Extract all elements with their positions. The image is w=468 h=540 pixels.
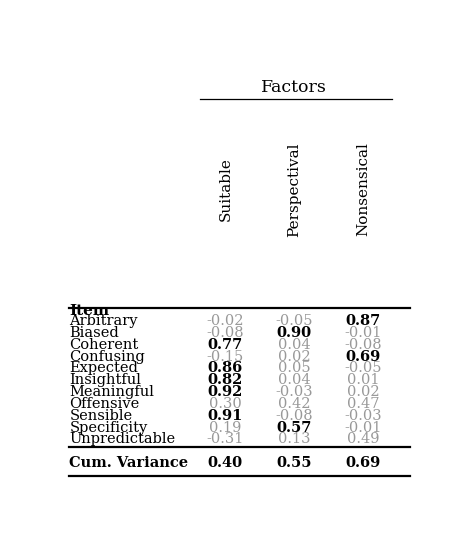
Text: -0.02: -0.02: [206, 314, 244, 328]
Text: 0.69: 0.69: [345, 349, 381, 363]
Text: 0.01: 0.01: [347, 373, 380, 387]
Text: 0.90: 0.90: [277, 326, 312, 340]
Text: -0.05: -0.05: [344, 361, 382, 375]
Text: Arbitrary: Arbitrary: [69, 314, 138, 328]
Text: Offensive: Offensive: [69, 397, 139, 411]
Text: 0.77: 0.77: [208, 338, 243, 352]
Text: 0.04: 0.04: [278, 338, 311, 352]
Text: 0.40: 0.40: [208, 456, 243, 470]
Text: -0.15: -0.15: [207, 349, 244, 363]
Text: 0.49: 0.49: [347, 433, 380, 447]
Text: -0.08: -0.08: [276, 409, 313, 423]
Text: 0.92: 0.92: [208, 385, 243, 399]
Text: 0.04: 0.04: [278, 373, 311, 387]
Text: Coherent: Coherent: [69, 338, 139, 352]
Text: Biased: Biased: [69, 326, 119, 340]
Text: -0.01: -0.01: [344, 421, 382, 435]
Text: Nonsensical: Nonsensical: [356, 143, 370, 237]
Text: 0.19: 0.19: [209, 421, 241, 435]
Text: 0.87: 0.87: [345, 314, 381, 328]
Text: Confusing: Confusing: [69, 349, 145, 363]
Text: Suitable: Suitable: [219, 158, 232, 221]
Text: 0.82: 0.82: [208, 373, 243, 387]
Text: Specificity: Specificity: [69, 421, 147, 435]
Text: 0.02: 0.02: [278, 349, 311, 363]
Text: Sensible: Sensible: [69, 409, 132, 423]
Text: -0.08: -0.08: [206, 326, 244, 340]
Text: 0.13: 0.13: [278, 433, 310, 447]
Text: 0.05: 0.05: [278, 361, 311, 375]
Text: 0.47: 0.47: [347, 397, 380, 411]
Text: Factors: Factors: [261, 79, 327, 96]
Text: Insightful: Insightful: [69, 373, 141, 387]
Text: 0.69: 0.69: [345, 456, 381, 470]
Text: Item: Item: [69, 304, 110, 318]
Text: 0.57: 0.57: [277, 421, 312, 435]
Text: -0.05: -0.05: [276, 314, 313, 328]
Text: Meaningful: Meaningful: [69, 385, 154, 399]
Text: 0.30: 0.30: [209, 397, 241, 411]
Text: -0.31: -0.31: [207, 433, 244, 447]
Text: 0.86: 0.86: [208, 361, 243, 375]
Text: 0.02: 0.02: [347, 385, 380, 399]
Text: 0.55: 0.55: [277, 456, 312, 470]
Text: Perspectival: Perspectival: [287, 142, 301, 237]
Text: Unpredictable: Unpredictable: [69, 433, 176, 447]
Text: -0.03: -0.03: [276, 385, 313, 399]
Text: Cum. Variance: Cum. Variance: [69, 456, 189, 470]
Text: -0.03: -0.03: [344, 409, 382, 423]
Text: 0.42: 0.42: [278, 397, 310, 411]
Text: 0.91: 0.91: [208, 409, 243, 423]
Text: -0.01: -0.01: [344, 326, 382, 340]
Text: Expected: Expected: [69, 361, 138, 375]
Text: -0.08: -0.08: [344, 338, 382, 352]
